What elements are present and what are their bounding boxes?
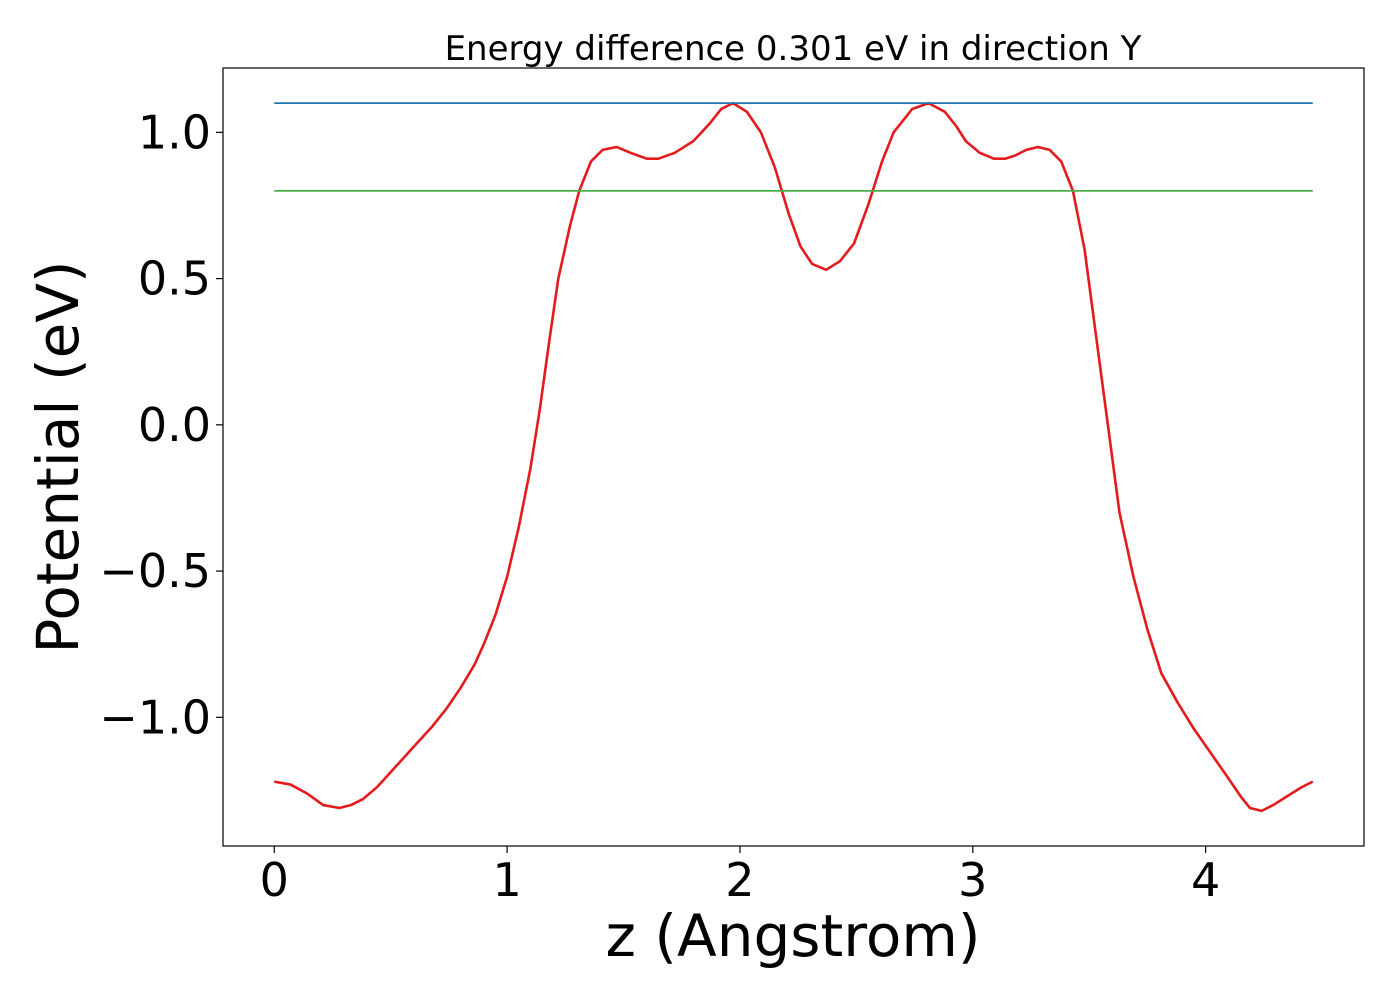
y-axis-ticks: −1.0 −0.5 0.0 0.5 1.0 (99, 105, 223, 744)
chart-title: Energy difference 0.301 eV in direction … (445, 29, 1142, 69)
x-tick-label: 2 (725, 853, 754, 907)
axes-frame (222, 67, 1365, 847)
plot-area (222, 67, 1365, 847)
y-tick-label: −1.0 (99, 690, 211, 744)
x-axis-ticks: 0 1 2 3 4 (260, 846, 1220, 907)
x-tick-label: 1 (492, 853, 521, 907)
y-tick-label: −0.5 (99, 544, 211, 598)
x-tick-label: 0 (260, 853, 289, 907)
series-layer (274, 101, 1314, 813)
x-axis-label: z (Angstrom) (606, 902, 981, 970)
series-line-potential (274, 101, 1314, 813)
y-tick-label: 1.0 (138, 105, 211, 159)
x-tick-label: 3 (958, 853, 987, 907)
y-tick-label: 0.5 (138, 252, 211, 306)
y-tick-label: 0.0 (138, 398, 211, 452)
x-tick-label: 4 (1191, 853, 1220, 907)
y-axis-label: Potential (eV) (24, 260, 92, 653)
